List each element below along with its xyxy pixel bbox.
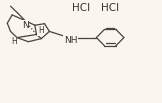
Text: N: N [22, 21, 29, 30]
Text: H: H [11, 37, 17, 46]
Text: HCl: HCl [101, 3, 119, 13]
Text: HCl: HCl [72, 3, 90, 13]
Text: H: H [38, 26, 44, 35]
Text: NH: NH [64, 36, 77, 45]
